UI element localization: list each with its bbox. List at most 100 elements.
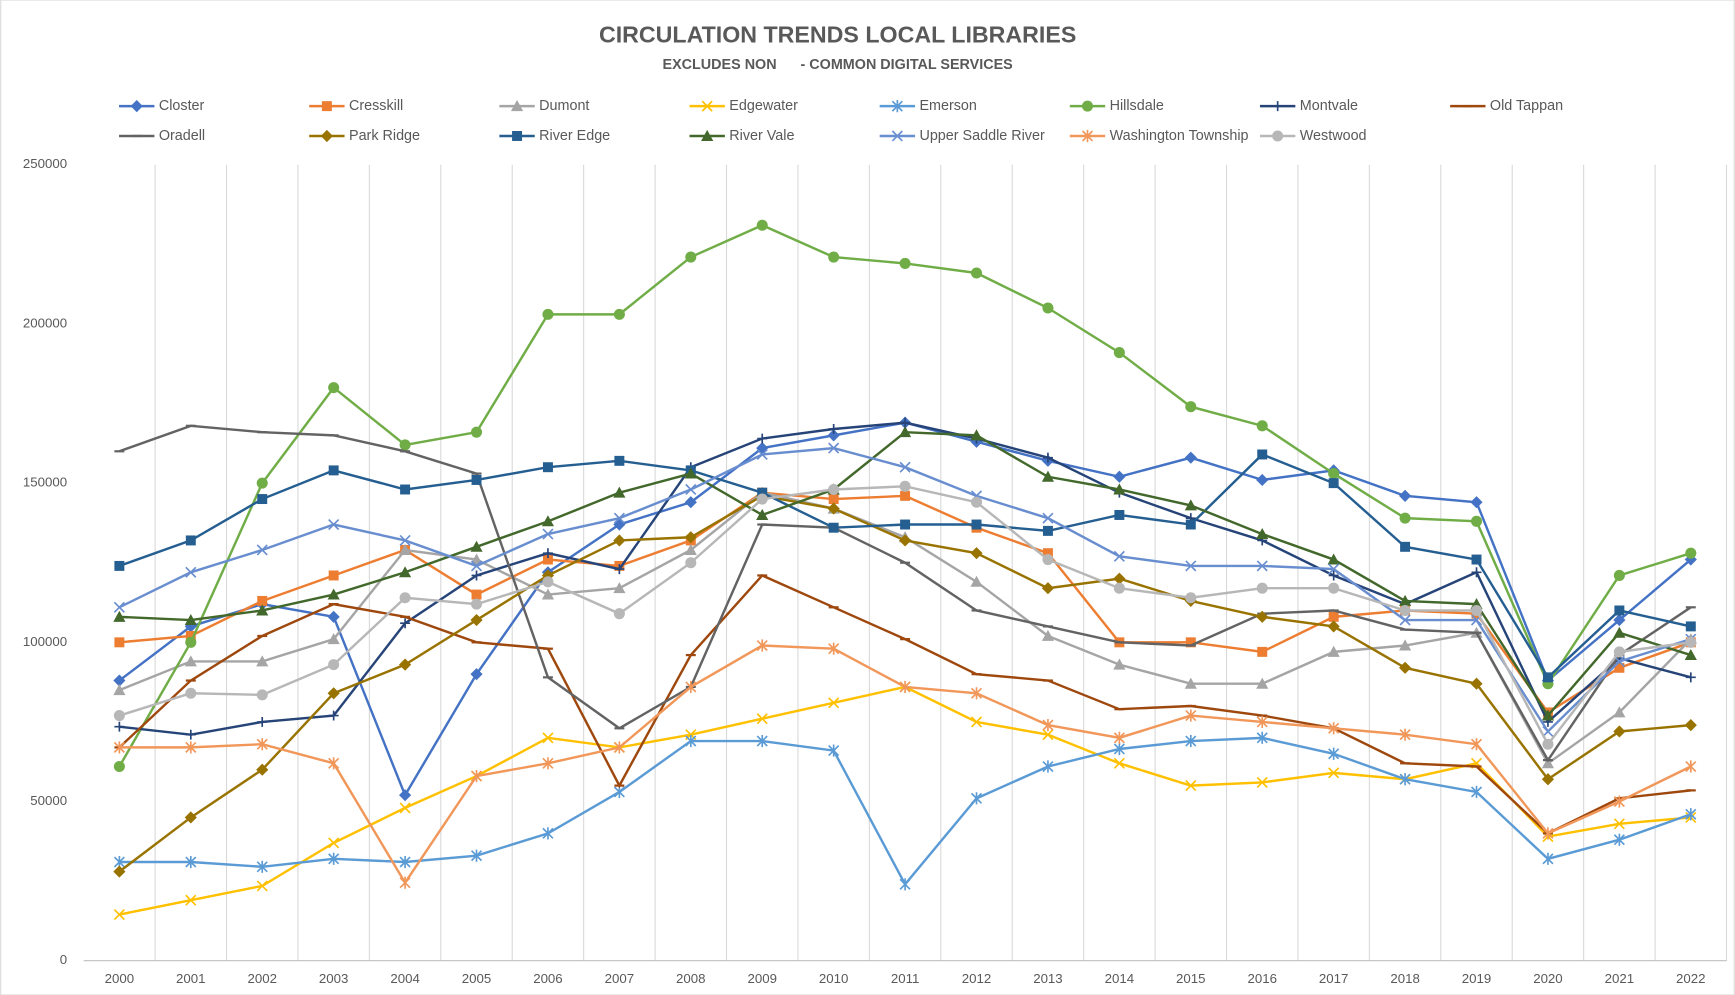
- data-point: [1399, 728, 1411, 741]
- data-point-part: [1185, 637, 1196, 648]
- legend-label: River Vale: [729, 128, 794, 144]
- data-point: [1113, 483, 1126, 495]
- x-tick-label: 2011: [891, 971, 920, 986]
- legend-label: Park Ridge: [349, 128, 420, 144]
- data-point-part: [1400, 541, 1411, 552]
- data-point: [1113, 572, 1126, 585]
- data-point: [614, 455, 625, 466]
- data-point-part: [1470, 677, 1483, 690]
- data-point-part: [828, 483, 840, 496]
- data-point: [1113, 470, 1126, 483]
- data-point-part: [113, 610, 126, 622]
- data-point: [1256, 582, 1268, 594]
- data-point: [1041, 582, 1055, 595]
- data-point: [328, 659, 340, 671]
- chart-subtitle: EXCLUDES NON - COMMON DIGITAL SERVICES: [663, 57, 1014, 73]
- data-point-part: [327, 588, 340, 600]
- data-point: [1685, 672, 1696, 683]
- data-point-part: [1399, 614, 1411, 626]
- data-point-part: [327, 687, 340, 700]
- data-point: [256, 763, 269, 776]
- data-point: [184, 613, 197, 626]
- data-point: [1114, 509, 1125, 520]
- data-point: [613, 741, 625, 754]
- data-point: [613, 512, 625, 524]
- data-point: [1399, 512, 1411, 524]
- data-point-part: [970, 267, 983, 279]
- data-point-part: [1256, 473, 1269, 487]
- data-point-part: [684, 543, 697, 555]
- x-tick-label: 2003: [319, 971, 348, 986]
- y-tick-label: 200000: [23, 315, 67, 330]
- data-point: [828, 697, 840, 709]
- legend-marker-part: [510, 100, 524, 112]
- data-point-part: [256, 860, 268, 873]
- data-point-part: [1328, 570, 1339, 581]
- data-point: [613, 534, 626, 547]
- data-point-part: [1256, 776, 1268, 788]
- data-point-part: [1256, 560, 1268, 572]
- data-point-part: [685, 557, 697, 569]
- data-point-part: [685, 734, 697, 748]
- data-point-part: [1328, 722, 1340, 735]
- data-point-part: [828, 744, 840, 757]
- data-point-part: [1041, 629, 1055, 641]
- data-point: [899, 534, 912, 547]
- data-point-part: [1256, 715, 1268, 729]
- data-point: [327, 633, 340, 645]
- data-point: [185, 855, 197, 869]
- data-point-part: [684, 531, 697, 544]
- legend-label: Oradell: [159, 128, 205, 144]
- data-point-part: [113, 601, 125, 613]
- data-point-part: [756, 448, 768, 461]
- data-point-part: [1470, 738, 1483, 751]
- data-point-part: [899, 257, 911, 269]
- data-point: [542, 827, 554, 840]
- data-point: [613, 608, 625, 620]
- data-point: [828, 442, 840, 454]
- data-point: [1042, 729, 1054, 741]
- data-point: [399, 855, 411, 869]
- data-point: [1185, 709, 1197, 722]
- data-point-part: [1613, 818, 1625, 830]
- x-tick-label: 2015: [1176, 971, 1205, 986]
- data-point-part: [613, 512, 625, 524]
- data-point-part: [1542, 672, 1553, 683]
- data-point-part: [757, 433, 768, 444]
- data-point-part: [1113, 582, 1125, 594]
- data-point-part: [613, 308, 625, 320]
- data-point: [1685, 636, 1697, 648]
- data-point-part: [1256, 610, 1269, 623]
- data-point-part: [828, 697, 840, 709]
- data-point-part: [1185, 709, 1197, 722]
- legend-label: Hillsdale: [1110, 98, 1164, 114]
- data-point-part: [1113, 742, 1125, 756]
- data-point-part: [970, 716, 983, 728]
- data-point-part: [399, 543, 412, 555]
- data-point-part: [328, 710, 339, 721]
- data-point-part: [185, 535, 196, 546]
- data-point: [185, 535, 196, 546]
- data-point-part: [1185, 592, 1197, 604]
- data-point-part: [970, 429, 983, 441]
- data-point: [1041, 629, 1055, 641]
- data-point-part: [828, 424, 839, 434]
- data-point-part: [613, 582, 626, 594]
- data-point: [113, 908, 125, 921]
- data-point-part: [542, 462, 553, 473]
- data-point: [1185, 592, 1197, 604]
- data-point-part: [1542, 852, 1554, 865]
- data-point: [756, 713, 768, 725]
- data-point-part: [756, 508, 769, 520]
- data-point: [1113, 347, 1125, 359]
- data-point: [685, 483, 697, 496]
- data-point-part: [1113, 658, 1126, 670]
- legend-label: Washington Township: [1110, 128, 1249, 144]
- data-point-part: [256, 763, 269, 776]
- data-point: [1185, 401, 1197, 413]
- data-point: [470, 598, 483, 610]
- data-point-part: [541, 515, 555, 527]
- data-point: [328, 852, 340, 865]
- data-point-part: [1470, 515, 1483, 527]
- data-point-part: [256, 880, 268, 892]
